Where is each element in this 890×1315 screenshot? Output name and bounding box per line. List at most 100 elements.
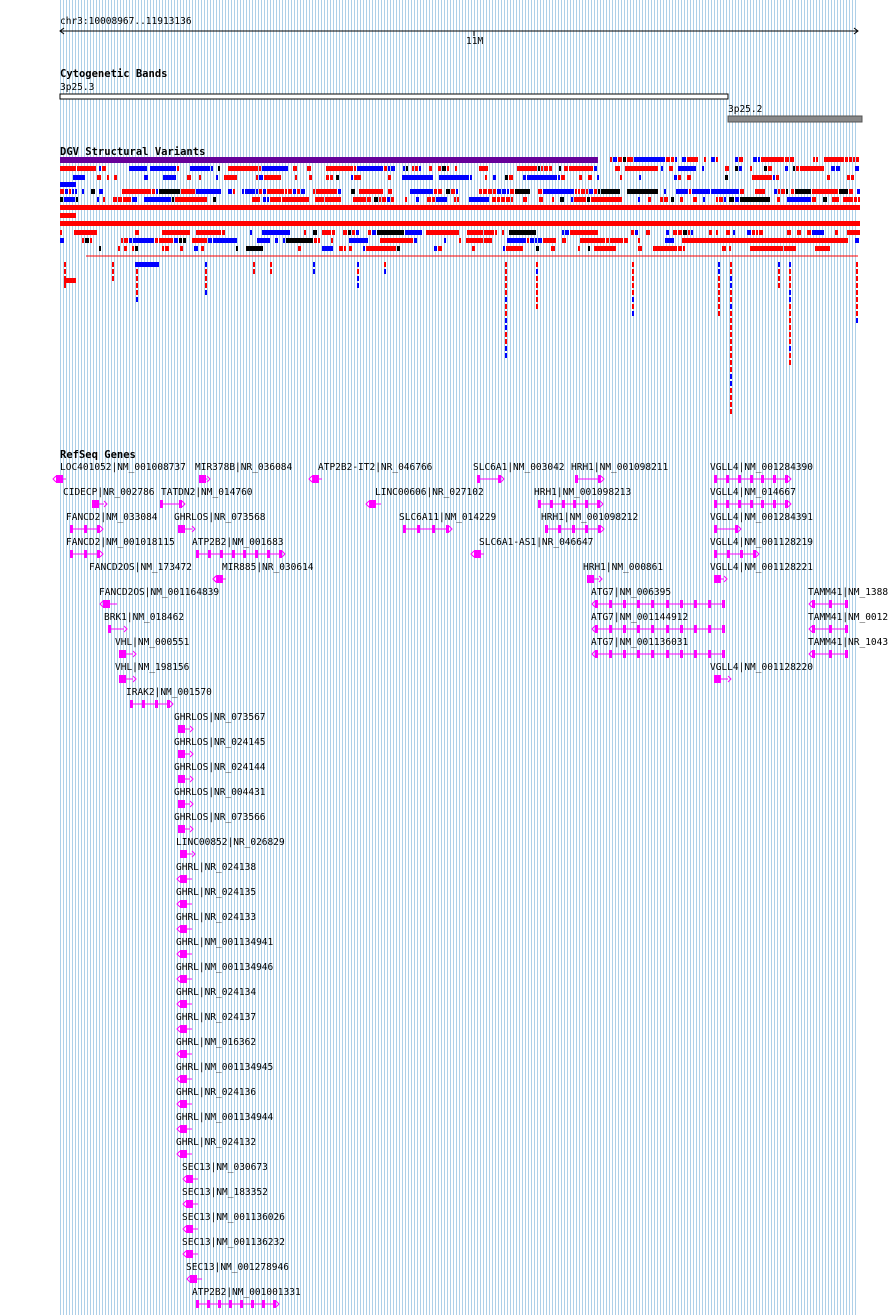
dgv-variant[interactable] <box>594 189 597 194</box>
dgv-variant[interactable] <box>446 189 450 194</box>
dgv-variant[interactable] <box>295 175 297 180</box>
dgv-variant[interactable] <box>380 238 413 243</box>
dgv-variant[interactable] <box>752 230 755 235</box>
dgv-variant[interactable] <box>403 166 405 171</box>
dgv-variant[interactable] <box>387 197 390 202</box>
dgv-variant[interactable] <box>224 175 237 180</box>
dgv-variant[interactable] <box>180 246 183 251</box>
dgv-variant[interactable] <box>789 276 791 281</box>
dgv-variant[interactable] <box>536 283 538 288</box>
dgv-variant[interactable] <box>536 262 538 267</box>
gene-exon[interactable] <box>562 500 565 508</box>
dgv-variant[interactable] <box>172 197 174 202</box>
dgv-variant[interactable] <box>190 166 210 171</box>
dgv-variant[interactable] <box>627 189 658 194</box>
gene-exon[interactable] <box>196 550 199 558</box>
dgv-variant[interactable] <box>807 230 811 235</box>
dgv-variant[interactable] <box>615 166 620 171</box>
dgv-variant[interactable] <box>789 283 791 288</box>
gene-exon[interactable] <box>186 1225 193 1233</box>
dgv-variant[interactable] <box>69 189 71 194</box>
dgv-variant[interactable] <box>456 189 458 194</box>
dgv-variant[interactable] <box>739 157 743 162</box>
gene-exon[interactable] <box>573 500 576 508</box>
gene-exon[interactable] <box>666 625 669 633</box>
dgv-variant[interactable] <box>610 157 612 162</box>
dgv-variant[interactable] <box>103 197 105 202</box>
dgv-variant[interactable] <box>391 166 395 171</box>
dgv-variant[interactable] <box>267 197 269 202</box>
dgv-variant[interactable] <box>730 360 732 365</box>
dgv-variant[interactable] <box>297 189 300 194</box>
gene-label[interactable]: SEC13|NM_030673 <box>182 1162 268 1173</box>
dgv-variant[interactable] <box>181 189 195 194</box>
dgv-variant[interactable] <box>575 189 577 194</box>
dgv-variant[interactable] <box>543 189 574 194</box>
dgv-variant[interactable] <box>687 157 698 162</box>
gene-exon[interactable] <box>186 1250 193 1258</box>
dgv-variant[interactable] <box>136 290 138 295</box>
gene-exon[interactable] <box>178 750 185 758</box>
dgv-variant[interactable] <box>785 157 789 162</box>
dgv-variant[interactable] <box>632 269 634 274</box>
dgv-variant[interactable] <box>135 262 159 267</box>
dgv-variant[interactable] <box>691 230 693 235</box>
dgv-variant[interactable] <box>730 409 732 414</box>
dgv-variant[interactable] <box>205 262 207 267</box>
dgv-variant[interactable] <box>790 157 794 162</box>
dgv-variant[interactable] <box>704 157 706 162</box>
dgv-variant[interactable] <box>97 175 101 180</box>
dgv-variant[interactable] <box>485 175 487 180</box>
dgv-variant[interactable] <box>379 197 381 202</box>
dgv-variant[interactable] <box>562 230 564 235</box>
dgv-variant[interactable] <box>564 166 568 171</box>
dgv-variant[interactable] <box>136 283 138 288</box>
dgv-variant[interactable] <box>718 290 720 295</box>
dgv-variant[interactable] <box>343 230 347 235</box>
dgv-variant[interactable] <box>726 230 730 235</box>
dgv-variant[interactable] <box>591 197 622 202</box>
dgv-variant[interactable] <box>356 230 359 235</box>
dgv-variant[interactable] <box>610 238 623 243</box>
gene-label[interactable]: SEC13|NM_001278946 <box>186 1262 289 1273</box>
dgv-variant[interactable] <box>559 166 561 171</box>
dgv-variant[interactable] <box>730 318 732 323</box>
gene-exon[interactable] <box>273 1300 276 1308</box>
dgv-variant[interactable] <box>669 166 673 171</box>
gene-exon[interactable] <box>232 550 235 558</box>
dgv-variant[interactable] <box>538 238 542 243</box>
dgv-variant[interactable] <box>479 166 488 171</box>
dgv-features[interactable] <box>60 157 860 414</box>
dgv-variant[interactable] <box>627 157 633 162</box>
dgv-variant[interactable] <box>434 189 437 194</box>
gene-exon[interactable] <box>97 525 100 533</box>
dgv-variant[interactable] <box>354 166 356 171</box>
dgv-variant[interactable] <box>580 238 605 243</box>
dgv-variant[interactable] <box>750 246 783 251</box>
gene-label[interactable]: ATP2B2-IT2|NR_046766 <box>318 462 433 473</box>
gene-label[interactable]: ATG7|NM_001144912 <box>591 612 688 623</box>
dgv-variant[interactable] <box>789 353 791 358</box>
gene-exon[interactable] <box>714 500 717 508</box>
dgv-variant[interactable] <box>812 230 824 235</box>
gene-label[interactable]: LOC401052|NM_001008737 <box>60 462 186 473</box>
dgv-variant[interactable] <box>543 238 556 243</box>
dgv-variant[interactable] <box>351 175 353 180</box>
gene-exon[interactable] <box>585 500 588 508</box>
dgv-variant[interactable] <box>702 166 704 171</box>
dgv-variant[interactable] <box>730 353 732 358</box>
gene-exon[interactable] <box>180 850 187 858</box>
dgv-variant[interactable] <box>674 175 677 180</box>
dgv-variant[interactable] <box>60 182 76 187</box>
dgv-variant[interactable] <box>313 262 315 267</box>
gene-exon[interactable] <box>623 625 626 633</box>
gene-exon[interactable] <box>666 600 669 608</box>
gene-exon[interactable] <box>84 550 87 558</box>
dgv-variant[interactable] <box>560 197 564 202</box>
dgv-variant[interactable] <box>730 269 732 274</box>
dgv-variant[interactable] <box>565 230 569 235</box>
gene-exon[interactable] <box>812 650 815 658</box>
gene-exon[interactable] <box>761 500 764 508</box>
gene-exon[interactable] <box>70 525 73 533</box>
